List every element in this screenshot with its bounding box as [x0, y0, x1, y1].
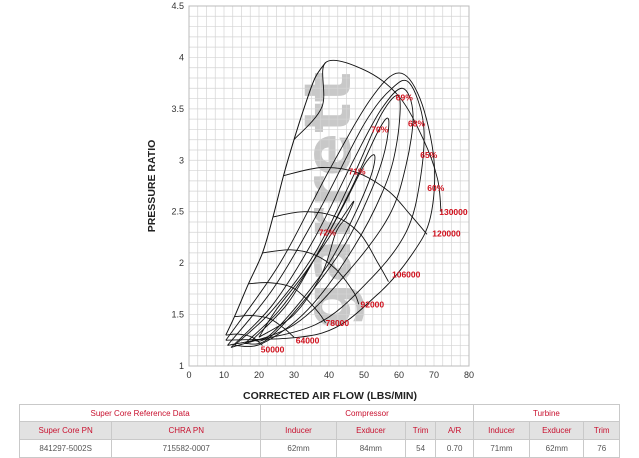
col-chra-pn: CHRA PN [111, 421, 262, 440]
speed-line-106000 [272, 211, 389, 282]
efficiency-label-68: 68% [408, 118, 425, 128]
speed-label-64000: 64000 [296, 335, 320, 345]
x-tick-label: 40 [324, 370, 334, 380]
col-comp-exducer: Exducer [335, 421, 406, 440]
cell-comp-ar: 0.70 [435, 439, 474, 458]
map-labels: 50000 64000 78000 92000 106000 120000 130000 72… [261, 93, 468, 355]
efficiency-island-72 [258, 200, 355, 338]
y-tick-label: 4 [179, 52, 184, 62]
speed-label-130000: 130000 [439, 207, 468, 217]
table-group-header-row: Super Core Reference Data Compressor Tur… [18, 404, 621, 422]
x-tick-label: 50 [359, 370, 369, 380]
x-tick-label: 0 [186, 370, 191, 380]
speed-label-78000: 78000 [326, 318, 350, 328]
group-turbine: Turbine [472, 404, 621, 422]
cell-comp-exducer: 84mm [335, 439, 406, 458]
col-turb-inducer: Inducer [472, 421, 531, 440]
speed-line-78000 [248, 282, 326, 324]
efficiency-island-65 [227, 79, 425, 346]
x-tick-label: 20 [254, 370, 264, 380]
y-tick-label: 1.5 [171, 310, 184, 320]
plot-border [188, 5, 470, 367]
col-turb-trim: Trim [583, 421, 620, 440]
cell-turb-trim: 76 [583, 439, 620, 458]
speed-label-106000: 106000 [392, 270, 421, 280]
efficiency-label-69: 69% [396, 93, 413, 103]
x-axis-ticks: 0 10 20 30 40 50 60 70 80 [186, 370, 474, 380]
y-tick-label: 4.5 [171, 1, 184, 11]
group-compressor: Compressor [260, 404, 474, 422]
cell-comp-inducer: 62mm [260, 439, 337, 458]
x-tick-label: 70 [429, 370, 439, 380]
cell-turb-inducer: 71mm [472, 439, 531, 458]
y-tick-label: 2.5 [171, 207, 184, 217]
table-row: 841297-5002S 715582-0007 62mm 84mm 54 0.… [18, 439, 620, 458]
speed-line-50000 [225, 333, 263, 346]
x-tick-label: 80 [464, 370, 474, 380]
speed-line-92000 [262, 249, 360, 305]
speed-line-130000 [293, 59, 442, 212]
efficiency-island-68 [230, 87, 414, 348]
y-tick-label: 2 [179, 258, 184, 268]
speed-label-92000: 92000 [361, 299, 385, 309]
group-super-core: Super Core Reference Data [18, 404, 262, 422]
map-curves [225, 59, 442, 348]
surge-line [225, 62, 326, 336]
cell-turb-exducer: 62mm [529, 439, 585, 458]
col-comp-trim: Trim [404, 421, 437, 440]
y-tick-label: 1 [179, 361, 184, 371]
efficiency-label-71: 71% [348, 167, 365, 177]
x-axis-label: CORRECTED AIR FLOW (LBS/MIN) [243, 390, 417, 402]
efficiency-label-65: 65% [420, 150, 437, 160]
y-axis-ticks: 1 1.5 2 2.5 3 3.5 4 4.5 [171, 1, 184, 371]
y-tick-label: 3 [179, 155, 184, 165]
efficiency-label-72: 72% [319, 227, 336, 237]
speed-line-64000 [234, 315, 295, 338]
efficiency-label-70: 70% [371, 125, 388, 135]
speed-label-120000: 120000 [432, 228, 461, 238]
y-axis-label: PRESSURE RATIO [146, 140, 158, 233]
y-tick-label: 3.5 [171, 104, 184, 114]
col-comp-inducer: Inducer [260, 421, 337, 440]
x-tick-label: 10 [219, 370, 229, 380]
x-tick-label: 30 [289, 370, 299, 380]
table-column-header-row: Super Core PN CHRA PN Inducer Exducer Tr… [18, 421, 620, 440]
compressor-map-chart: garrett 0 10 20 30 40 50 60 70 80 11.522.533.544… [146, 1, 474, 402]
speed-line-120000 [283, 166, 428, 235]
col-turb-exducer: Exducer [529, 421, 585, 440]
efficiency-island-60 [225, 72, 436, 341]
specs-table: Super Core Reference Data Compressor Tur… [18, 404, 621, 458]
efficiency-label-60: 60% [427, 183, 444, 193]
col-super-core-pn: Super Core PN [18, 421, 113, 440]
cell-comp-trim: 54 [404, 439, 437, 458]
efficiency-island-69 [234, 95, 401, 348]
efficiency-island-70 [244, 117, 390, 345]
speed-label-50000: 50000 [261, 345, 285, 355]
x-tick-label: 60 [394, 370, 404, 380]
col-comp-ar: A/R [435, 421, 474, 440]
